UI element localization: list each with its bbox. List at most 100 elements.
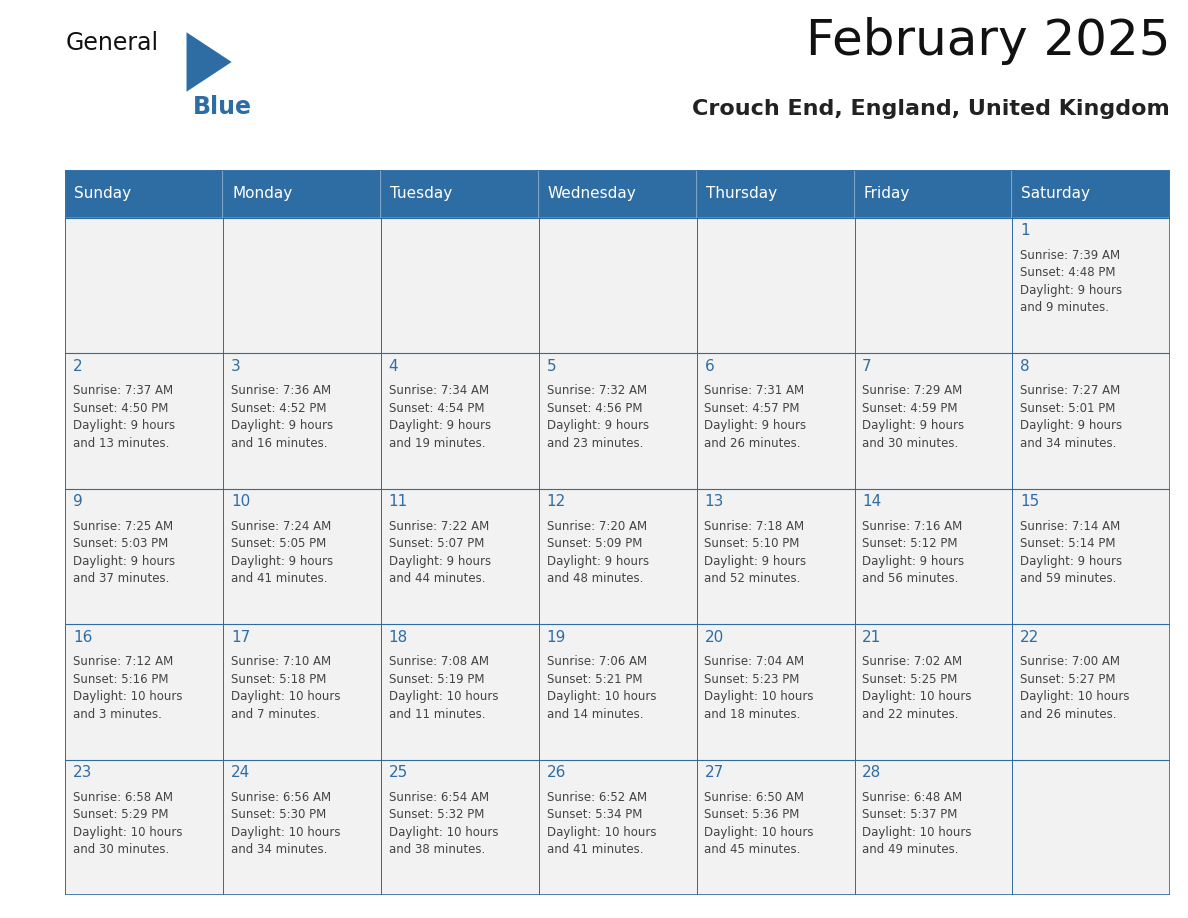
Bar xyxy=(65,624,223,759)
Bar xyxy=(854,353,1012,488)
Text: 28: 28 xyxy=(862,766,881,780)
Text: Sunrise: 6:56 AM
Sunset: 5:30 PM
Daylight: 10 hours
and 34 minutes.: Sunrise: 6:56 AM Sunset: 5:30 PM Dayligh… xyxy=(230,790,341,856)
Text: 7: 7 xyxy=(862,359,872,374)
Bar xyxy=(854,759,1012,895)
Text: Sunrise: 7:16 AM
Sunset: 5:12 PM
Daylight: 9 hours
and 56 minutes.: Sunrise: 7:16 AM Sunset: 5:12 PM Dayligh… xyxy=(862,520,965,586)
Text: Sunrise: 7:32 AM
Sunset: 4:56 PM
Daylight: 9 hours
and 23 minutes.: Sunrise: 7:32 AM Sunset: 4:56 PM Dayligh… xyxy=(546,385,649,450)
Text: 10: 10 xyxy=(230,495,251,509)
Bar xyxy=(696,624,854,759)
Text: Sunrise: 7:10 AM
Sunset: 5:18 PM
Daylight: 10 hours
and 7 minutes.: Sunrise: 7:10 AM Sunset: 5:18 PM Dayligh… xyxy=(230,655,341,721)
Text: 9: 9 xyxy=(74,495,83,509)
Bar xyxy=(223,759,381,895)
Text: Sunrise: 7:36 AM
Sunset: 4:52 PM
Daylight: 9 hours
and 16 minutes.: Sunrise: 7:36 AM Sunset: 4:52 PM Dayligh… xyxy=(230,385,333,450)
Text: 27: 27 xyxy=(704,766,723,780)
Bar xyxy=(539,218,696,353)
Text: 5: 5 xyxy=(546,359,556,374)
Text: Sunrise: 7:25 AM
Sunset: 5:03 PM
Daylight: 9 hours
and 37 minutes.: Sunrise: 7:25 AM Sunset: 5:03 PM Dayligh… xyxy=(74,520,175,586)
Text: 13: 13 xyxy=(704,495,723,509)
Text: Sunrise: 6:58 AM
Sunset: 5:29 PM
Daylight: 10 hours
and 30 minutes.: Sunrise: 6:58 AM Sunset: 5:29 PM Dayligh… xyxy=(74,790,183,856)
Bar xyxy=(223,218,381,353)
Text: 22: 22 xyxy=(1020,630,1040,644)
Bar xyxy=(539,624,696,759)
Text: 1: 1 xyxy=(1020,223,1030,239)
Bar xyxy=(223,353,381,488)
Bar xyxy=(223,624,381,759)
Text: 20: 20 xyxy=(704,630,723,644)
Text: Sunrise: 7:31 AM
Sunset: 4:57 PM
Daylight: 9 hours
and 26 minutes.: Sunrise: 7:31 AM Sunset: 4:57 PM Dayligh… xyxy=(704,385,807,450)
Text: Sunrise: 7:27 AM
Sunset: 5:01 PM
Daylight: 9 hours
and 34 minutes.: Sunrise: 7:27 AM Sunset: 5:01 PM Dayligh… xyxy=(1020,385,1123,450)
Bar xyxy=(381,170,539,218)
Text: Sunrise: 7:04 AM
Sunset: 5:23 PM
Daylight: 10 hours
and 18 minutes.: Sunrise: 7:04 AM Sunset: 5:23 PM Dayligh… xyxy=(704,655,814,721)
Bar xyxy=(696,759,854,895)
Bar xyxy=(65,353,223,488)
Text: Monday: Monday xyxy=(232,186,292,201)
Bar xyxy=(696,170,854,218)
Text: Sunday: Sunday xyxy=(74,186,132,201)
Text: 16: 16 xyxy=(74,630,93,644)
Text: 11: 11 xyxy=(388,495,407,509)
Bar xyxy=(854,624,1012,759)
Text: 6: 6 xyxy=(704,359,714,374)
Text: Sunrise: 6:54 AM
Sunset: 5:32 PM
Daylight: 10 hours
and 38 minutes.: Sunrise: 6:54 AM Sunset: 5:32 PM Dayligh… xyxy=(388,790,498,856)
Text: Wednesday: Wednesday xyxy=(548,186,637,201)
Bar xyxy=(854,488,1012,624)
Bar xyxy=(539,353,696,488)
Text: General: General xyxy=(65,30,158,54)
Text: 15: 15 xyxy=(1020,495,1040,509)
Text: Saturday: Saturday xyxy=(1022,186,1091,201)
Text: Sunrise: 7:06 AM
Sunset: 5:21 PM
Daylight: 10 hours
and 14 minutes.: Sunrise: 7:06 AM Sunset: 5:21 PM Dayligh… xyxy=(546,655,656,721)
Bar xyxy=(854,170,1012,218)
Text: 8: 8 xyxy=(1020,359,1030,374)
Bar xyxy=(65,488,223,624)
Bar xyxy=(539,170,696,218)
Bar xyxy=(1012,170,1170,218)
Text: Sunrise: 7:24 AM
Sunset: 5:05 PM
Daylight: 9 hours
and 41 minutes.: Sunrise: 7:24 AM Sunset: 5:05 PM Dayligh… xyxy=(230,520,333,586)
Bar xyxy=(696,218,854,353)
Bar xyxy=(381,488,539,624)
Bar xyxy=(65,170,223,218)
Text: Sunrise: 7:08 AM
Sunset: 5:19 PM
Daylight: 10 hours
and 11 minutes.: Sunrise: 7:08 AM Sunset: 5:19 PM Dayligh… xyxy=(388,655,498,721)
Bar xyxy=(539,759,696,895)
Text: Sunrise: 7:39 AM
Sunset: 4:48 PM
Daylight: 9 hours
and 9 minutes.: Sunrise: 7:39 AM Sunset: 4:48 PM Dayligh… xyxy=(1020,249,1123,314)
Text: Sunrise: 7:22 AM
Sunset: 5:07 PM
Daylight: 9 hours
and 44 minutes.: Sunrise: 7:22 AM Sunset: 5:07 PM Dayligh… xyxy=(388,520,491,586)
Text: Sunrise: 7:20 AM
Sunset: 5:09 PM
Daylight: 9 hours
and 48 minutes.: Sunrise: 7:20 AM Sunset: 5:09 PM Dayligh… xyxy=(546,520,649,586)
Bar xyxy=(1012,488,1170,624)
Text: 19: 19 xyxy=(546,630,565,644)
Bar xyxy=(223,170,381,218)
Text: 4: 4 xyxy=(388,359,398,374)
Text: Sunrise: 7:12 AM
Sunset: 5:16 PM
Daylight: 10 hours
and 3 minutes.: Sunrise: 7:12 AM Sunset: 5:16 PM Dayligh… xyxy=(74,655,183,721)
Text: 21: 21 xyxy=(862,630,881,644)
Text: Sunrise: 7:00 AM
Sunset: 5:27 PM
Daylight: 10 hours
and 26 minutes.: Sunrise: 7:00 AM Sunset: 5:27 PM Dayligh… xyxy=(1020,655,1130,721)
Text: 2: 2 xyxy=(74,359,83,374)
Text: 23: 23 xyxy=(74,766,93,780)
Text: Sunrise: 7:14 AM
Sunset: 5:14 PM
Daylight: 9 hours
and 59 minutes.: Sunrise: 7:14 AM Sunset: 5:14 PM Dayligh… xyxy=(1020,520,1123,586)
Text: 24: 24 xyxy=(230,766,251,780)
Text: February 2025: February 2025 xyxy=(805,17,1170,65)
Text: Friday: Friday xyxy=(864,186,910,201)
Text: 14: 14 xyxy=(862,495,881,509)
Bar xyxy=(65,759,223,895)
Text: Sunrise: 7:34 AM
Sunset: 4:54 PM
Daylight: 9 hours
and 19 minutes.: Sunrise: 7:34 AM Sunset: 4:54 PM Dayligh… xyxy=(388,385,491,450)
Bar xyxy=(381,353,539,488)
Polygon shape xyxy=(187,32,232,92)
Text: Blue: Blue xyxy=(192,95,252,119)
Text: 26: 26 xyxy=(546,766,565,780)
Bar xyxy=(696,488,854,624)
Text: Sunrise: 6:52 AM
Sunset: 5:34 PM
Daylight: 10 hours
and 41 minutes.: Sunrise: 6:52 AM Sunset: 5:34 PM Dayligh… xyxy=(546,790,656,856)
Text: 25: 25 xyxy=(388,766,407,780)
Text: 18: 18 xyxy=(388,630,407,644)
Text: Crouch End, England, United Kingdom: Crouch End, England, United Kingdom xyxy=(693,98,1170,118)
Bar xyxy=(539,488,696,624)
Text: Sunrise: 6:48 AM
Sunset: 5:37 PM
Daylight: 10 hours
and 49 minutes.: Sunrise: 6:48 AM Sunset: 5:37 PM Dayligh… xyxy=(862,790,972,856)
Bar xyxy=(696,353,854,488)
Bar xyxy=(1012,759,1170,895)
Bar xyxy=(65,218,223,353)
Text: 3: 3 xyxy=(230,359,241,374)
Text: Thursday: Thursday xyxy=(706,186,777,201)
Text: Sunrise: 7:29 AM
Sunset: 4:59 PM
Daylight: 9 hours
and 30 minutes.: Sunrise: 7:29 AM Sunset: 4:59 PM Dayligh… xyxy=(862,385,965,450)
Bar xyxy=(381,759,539,895)
Text: Sunrise: 6:50 AM
Sunset: 5:36 PM
Daylight: 10 hours
and 45 minutes.: Sunrise: 6:50 AM Sunset: 5:36 PM Dayligh… xyxy=(704,790,814,856)
Bar xyxy=(1012,218,1170,353)
Bar xyxy=(1012,624,1170,759)
Bar xyxy=(854,218,1012,353)
